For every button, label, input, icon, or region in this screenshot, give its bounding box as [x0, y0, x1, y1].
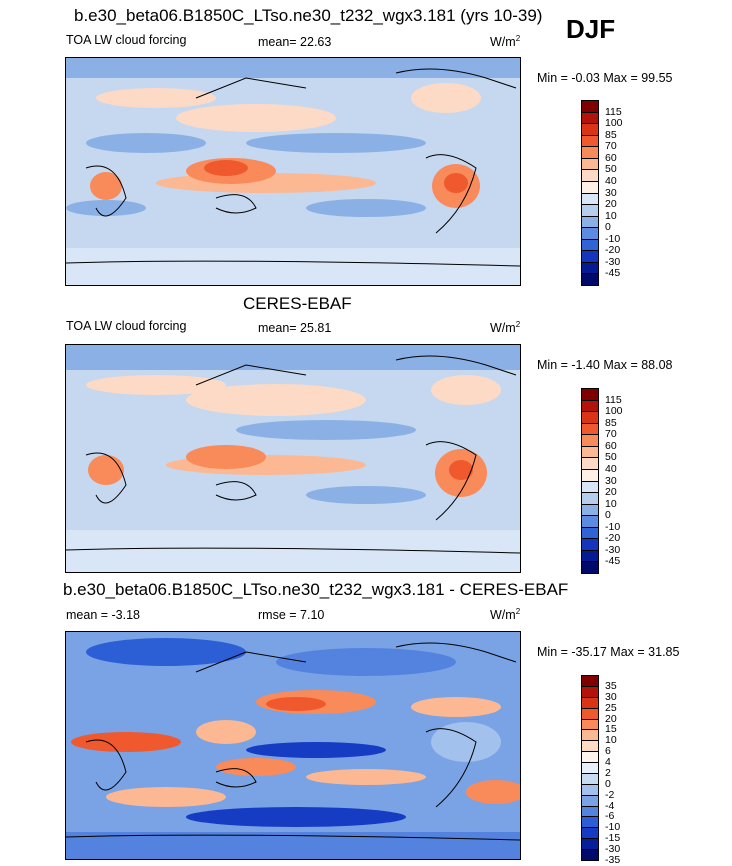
colorbar-label: 50: [605, 163, 617, 176]
panel-2-minmax: Min = -1.40 Max = 88.08: [537, 358, 673, 372]
colorbar-label: 0: [605, 221, 611, 234]
colorbar-label: 115: [605, 393, 622, 406]
colorbar-label: -10: [605, 232, 621, 245]
colorbar-label: -2: [605, 788, 615, 801]
panel-2-map: [65, 344, 521, 573]
colorbar-label: -30: [605, 843, 621, 856]
colorbar-label: 85: [605, 128, 617, 141]
colorbar-label: 20: [605, 712, 617, 725]
season-label: DJF: [566, 14, 616, 44]
colorbar-label: 20: [605, 486, 617, 499]
colorbar-swatch: [581, 273, 599, 286]
colorbar-label: -20: [605, 244, 621, 257]
colorbar-label: 30: [605, 690, 617, 703]
colorbar-label: 6: [605, 745, 611, 758]
colorbar-label: -20: [605, 532, 621, 545]
colorbar-label: 35: [605, 679, 617, 692]
colorbar-label: 115: [605, 105, 622, 118]
colorbar-label: 30: [605, 186, 617, 199]
panel-2-title: CERES-EBAF: [243, 294, 352, 313]
colorbar-label: 60: [605, 151, 617, 164]
panel-3-mean-label: mean = -3.18: [66, 608, 141, 622]
colorbar-label: 2: [605, 766, 611, 779]
colorbar-label: 10: [605, 497, 617, 510]
colorbar-label: -35: [605, 854, 621, 866]
panel-3-title: b.e30_beta06.B1850C_LTso.ne30_t232_wgx3.…: [63, 580, 569, 599]
colorbar-label: 10: [605, 734, 617, 747]
colorbar-label: 10: [605, 209, 617, 222]
colorbar-label: 25: [605, 701, 617, 714]
colorbar-label: 4: [605, 756, 611, 769]
panel-1-variable-label: TOA LW cloud forcing: [66, 33, 187, 47]
colorbar-label: -10: [605, 821, 621, 834]
colorbar-label: 100: [605, 117, 623, 130]
colorbar-label: 60: [605, 439, 617, 452]
colorbar-label: 70: [605, 428, 617, 441]
panel-1-minmax: Min = -0.03 Max = 99.55: [537, 71, 673, 85]
colorbar-label: -30: [605, 543, 621, 556]
colorbar-label: -10: [605, 520, 621, 533]
colorbar-label: -6: [605, 810, 615, 823]
colorbar-label: 70: [605, 140, 617, 153]
colorbar-label: 30: [605, 474, 617, 487]
colorbar-label: 15: [605, 723, 617, 736]
panel-2-units: W/m2: [490, 320, 521, 336]
colorbar-label: -15: [605, 832, 621, 845]
panel-1-title: b.e30_beta06.B1850C_LTso.ne30_t232_wgx3.…: [74, 6, 543, 25]
colorbar-label: 40: [605, 174, 617, 187]
panel-2-colorbar: 115 100 85 70 60 50 40 30 20 10 0 -10 -20 -30 -45: [581, 388, 651, 574]
panel-3-minmax: Min = -35.17 Max = 31.85: [537, 645, 680, 659]
colorbar-label: -4: [605, 799, 615, 812]
colorbar-label: -30: [605, 255, 621, 268]
colorbar-label: 0: [605, 509, 611, 522]
colorbar-label: 20: [605, 198, 617, 211]
panel-1-map: [65, 57, 521, 286]
panel-1-units: W/m2: [490, 34, 521, 50]
colorbar-label: 85: [605, 416, 617, 429]
panel-3-rmse-label: rmse = 7.10: [258, 608, 325, 622]
colorbar-label: 100: [605, 405, 623, 418]
panel-2-mean-label: mean= 25.81: [258, 321, 332, 335]
colorbar-swatch: [581, 561, 599, 574]
colorbar-label: -45: [605, 267, 621, 280]
colorbar-label: -45: [605, 555, 621, 568]
colorbar-label: 40: [605, 462, 617, 475]
colorbar-swatch: [581, 849, 599, 861]
panel-3-units: W/m2: [490, 607, 521, 623]
panel-3-map: [65, 631, 521, 860]
panel-3-colorbar: 35 30 25 20 15 10 6 4 2 0 -2 -4 -6 -10 -15 -30 -35: [581, 675, 651, 865]
panel-1-mean-label: mean= 22.63: [258, 35, 332, 49]
colorbar-label: 0: [605, 777, 611, 790]
colorbar-label: 50: [605, 451, 617, 464]
panel-2-variable-label: TOA LW cloud forcing: [66, 319, 187, 333]
panel-1-colorbar: 115 100 85 70 60 50 40 30 20 10 0 -10 -20 -30 -45: [581, 100, 651, 286]
